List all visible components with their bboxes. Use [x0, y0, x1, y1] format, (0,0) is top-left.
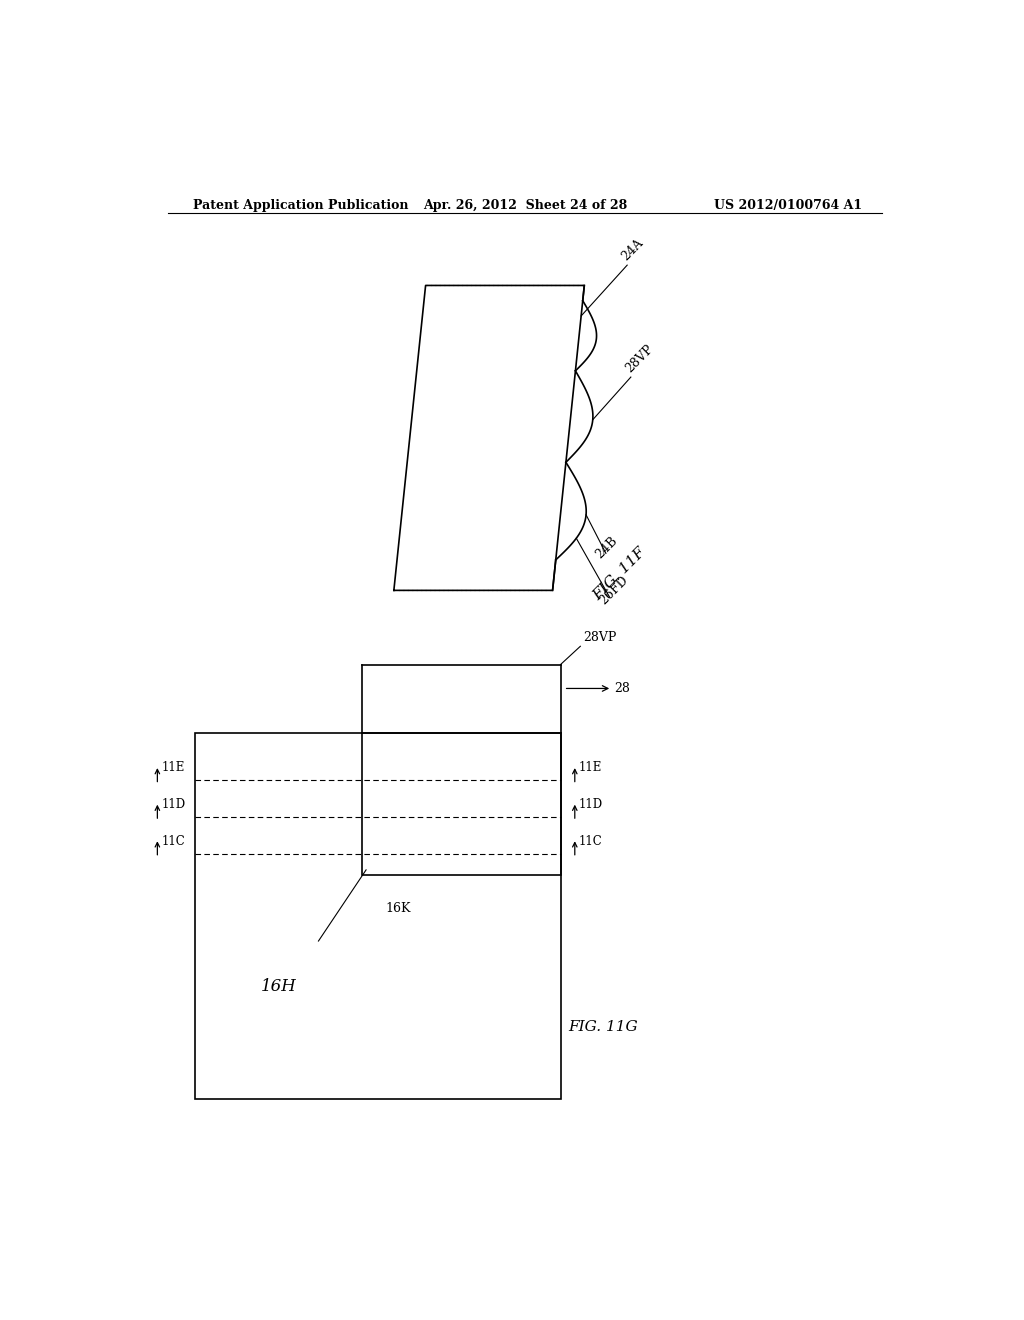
Text: FIG. 11F: FIG. 11F: [590, 545, 648, 603]
Text: 11E: 11E: [579, 762, 602, 775]
Text: 26FD: 26FD: [597, 574, 631, 607]
Text: 28VP: 28VP: [583, 631, 616, 644]
Text: 11E: 11E: [162, 762, 184, 775]
Text: 24B: 24B: [594, 535, 621, 561]
Text: 16H: 16H: [261, 978, 297, 995]
Text: 28: 28: [614, 682, 631, 694]
Text: 28VP: 28VP: [624, 342, 656, 375]
Text: 11D: 11D: [162, 797, 185, 810]
Text: 11C: 11C: [162, 834, 185, 847]
Text: FIG. 11G: FIG. 11G: [568, 1020, 638, 1035]
Text: 24A: 24A: [620, 236, 646, 263]
Text: Patent Application Publication: Patent Application Publication: [194, 199, 409, 213]
Bar: [196, 733, 560, 1098]
Bar: [362, 733, 560, 875]
Text: 11C: 11C: [579, 834, 602, 847]
Text: 11D: 11D: [579, 797, 603, 810]
Text: Apr. 26, 2012  Sheet 24 of 28: Apr. 26, 2012 Sheet 24 of 28: [423, 199, 627, 213]
Text: 16K: 16K: [386, 903, 412, 915]
Text: US 2012/0100764 A1: US 2012/0100764 A1: [714, 199, 862, 213]
